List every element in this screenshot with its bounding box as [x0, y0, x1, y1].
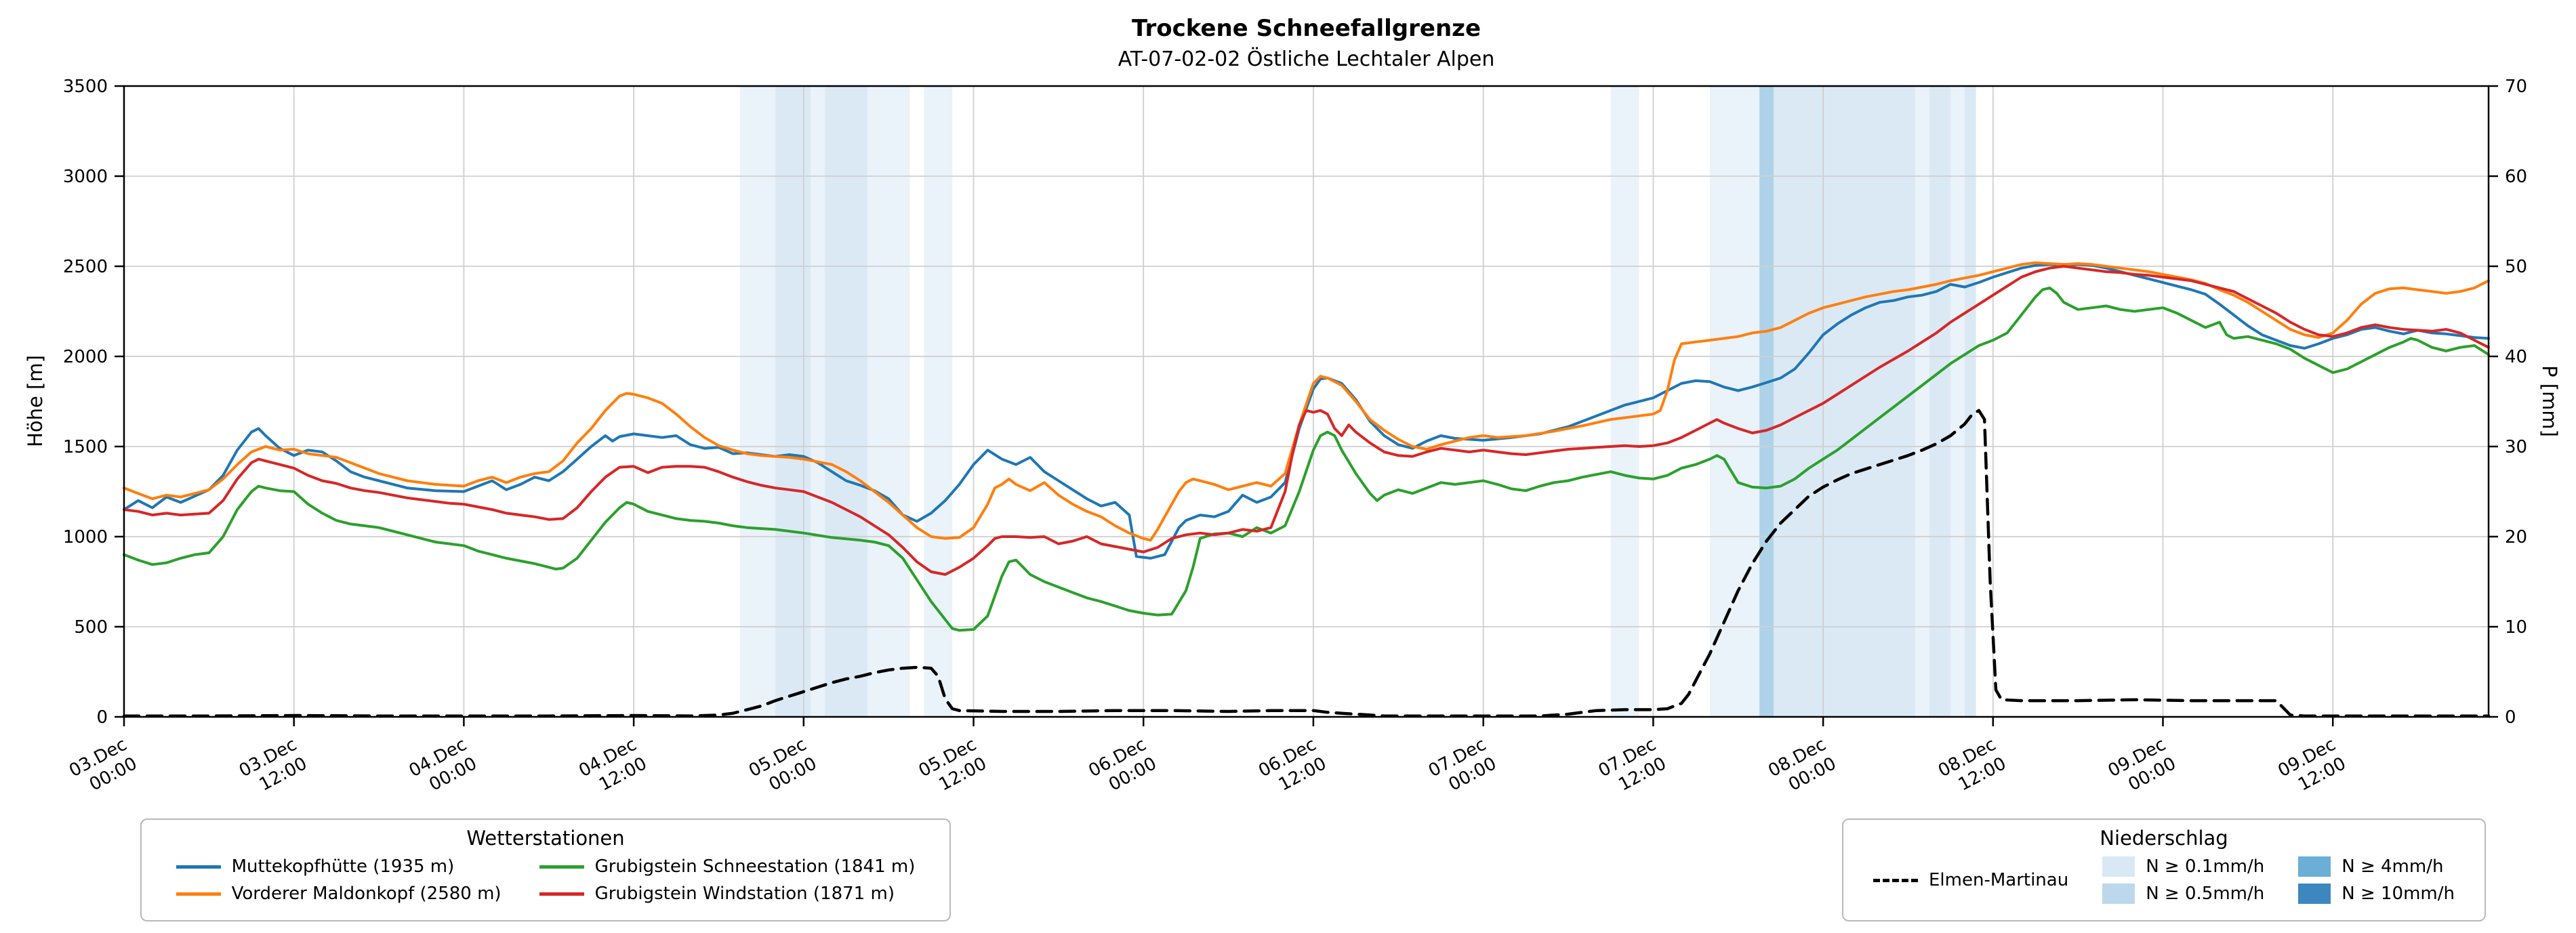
y-left-tick-label: 3000 [63, 167, 108, 187]
y-left-tick-label: 1500 [63, 437, 108, 457]
precip-band-0.5 [825, 86, 867, 717]
precip-band-0.5 [1965, 86, 1976, 717]
x-tick-label: 08.Dec12:00 [1935, 734, 2009, 801]
stations-legend: Wetterstationen Muttekopfhütte (1935 m) … [140, 818, 951, 921]
line-swatch-red [539, 892, 584, 896]
precip-legend-title: Niederschlag [2100, 827, 2228, 850]
y-right-tick-label: 60 [2505, 167, 2527, 187]
legend-item-muttekopfhuette: Muttekopfhütte (1935 m) [176, 856, 502, 877]
stations-legend-items: Muttekopfhütte (1935 m) Vorderer Maldonk… [142, 850, 949, 904]
x-tick-label: 05.Dec12:00 [916, 734, 990, 801]
series-line-3 [123, 265, 2490, 576]
x-tick-label: 09.Dec12:00 [2274, 734, 2349, 801]
precip-legend: Niederschlag Elmen-Martinau N ≥ 0.1mm/h … [1842, 818, 2486, 921]
y-right-tick-label: 50 [2505, 257, 2527, 277]
line-swatch-blue [176, 865, 221, 869]
x-tick-label: 04.Dec12:00 [575, 734, 650, 801]
legend-item-precip-10: N ≥ 10mm/h [2298, 884, 2455, 904]
plot-border [123, 85, 2490, 718]
x-tick-label: 09.Dec00:00 [2105, 734, 2180, 801]
precip-band-0.1 [739, 86, 775, 717]
legend-item-precip-05: N ≥ 0.5mm/h [2102, 884, 2264, 904]
precip-band-0.5 [775, 86, 811, 717]
precip-legend-col-2: N ≥ 4mm/h N ≥ 10mm/h [2298, 856, 2455, 904]
line-swatch-green [539, 865, 584, 869]
legend-item-precip-4: N ≥ 4mm/h [2298, 856, 2455, 877]
y-left-tick-label: 3500 [63, 77, 108, 97]
y-right-tick-label: 40 [2505, 347, 2527, 367]
x-tick-label: 06.Dec00:00 [1085, 734, 1160, 801]
y-right-tick-label: 30 [2505, 437, 2527, 457]
x-tick-label: 04.Dec00:00 [406, 734, 481, 801]
precip-band-0.1 [1915, 86, 1929, 717]
chart-title: Trockene Schneefallgrenze [1131, 15, 1481, 42]
precip-band-0.1 [811, 86, 825, 717]
legend-label: Grubigstein Schneestation (1841 m) [594, 856, 916, 877]
precip-band-0.5 [1773, 86, 1915, 717]
x-tick-label: 03.Dec00:00 [66, 734, 140, 801]
y-left-tick-label: 2000 [63, 347, 108, 367]
patch-swatch-4 [2298, 856, 2331, 877]
patch-swatch-10 [2298, 884, 2331, 904]
precip-band-0.1 [867, 86, 910, 717]
legend-item-precip-01: N ≥ 0.1mm/h [2102, 856, 2264, 877]
legend-label: Elmen-Martinau [1929, 870, 2069, 890]
legend-label: Muttekopfhütte (1935 m) [231, 856, 455, 877]
legend-item-vorderer-maldonkopf: Vorderer Maldonkopf (2580 m) [176, 884, 502, 904]
y-right-tick-label: 0 [2505, 707, 2516, 728]
y-left-tick-label: 500 [74, 617, 108, 638]
x-tick-label: 03.Dec12:00 [236, 734, 310, 801]
y-right-tick-label: 20 [2505, 527, 2527, 547]
y-right-tick-label: 10 [2505, 617, 2527, 638]
patch-swatch-01 [2102, 856, 2135, 877]
y-left-tick-label: 0 [96, 707, 108, 728]
y-right-tick-label: 70 [2505, 77, 2527, 97]
x-tick-label: 08.Dec00:00 [1765, 734, 1839, 801]
legend-item-grubigstein-windstation: Grubigstein Windstation (1871 m) [539, 884, 916, 904]
chart-subtitle: AT-07-02-02 Östliche Lechtaler Alpen [1118, 47, 1495, 71]
x-tick-label: 07.Dec00:00 [1425, 734, 1500, 801]
legend-label: N ≥ 4mm/h [2342, 856, 2444, 877]
series-line-2 [123, 286, 2490, 632]
series-line-4 [122, 409, 2491, 718]
series-line-1 [123, 261, 2490, 542]
x-tick-label: 07.Dec12:00 [1595, 734, 1670, 801]
y-left-tick-label: 1000 [63, 527, 108, 547]
precip-band-4 [1759, 86, 1774, 717]
precip-band-0.5 [1929, 86, 1951, 717]
x-tick-label: 05.Dec00:00 [745, 734, 820, 801]
legend-label: N ≥ 0.5mm/h [2146, 884, 2265, 904]
series-line-0 [123, 263, 2490, 560]
legend-item-grubigstein-schneestation: Grubigstein Schneestation (1841 m) [539, 856, 916, 877]
dashed-line-swatch [1873, 878, 1918, 882]
legend-label: Grubigstein Windstation (1871 m) [594, 884, 895, 904]
precip-band-0.1 [1950, 86, 1965, 717]
x-tick-label: 06.Dec12:00 [1255, 734, 1330, 801]
legend-item-elmen-martinau: Elmen-Martinau [1873, 870, 2068, 890]
y-left-tick-label: 2500 [63, 257, 108, 277]
legend-label: N ≥ 0.1mm/h [2146, 856, 2265, 877]
legend-label: N ≥ 10mm/h [2342, 884, 2455, 904]
precip-band-0.1 [1709, 86, 1759, 717]
line-swatch-orange [176, 892, 221, 896]
stations-legend-title: Wetterstationen [466, 827, 625, 850]
legend-label: Vorderer Maldonkopf (2580 m) [231, 884, 502, 904]
precip-legend-col-1: N ≥ 0.1mm/h N ≥ 0.5mm/h [2102, 856, 2264, 904]
precip-legend-items: Elmen-Martinau N ≥ 0.1mm/h N ≥ 0.5mm/h N… [1843, 850, 2485, 904]
precip-legend-col-line: Elmen-Martinau [1873, 856, 2068, 904]
patch-swatch-05 [2102, 884, 2135, 904]
